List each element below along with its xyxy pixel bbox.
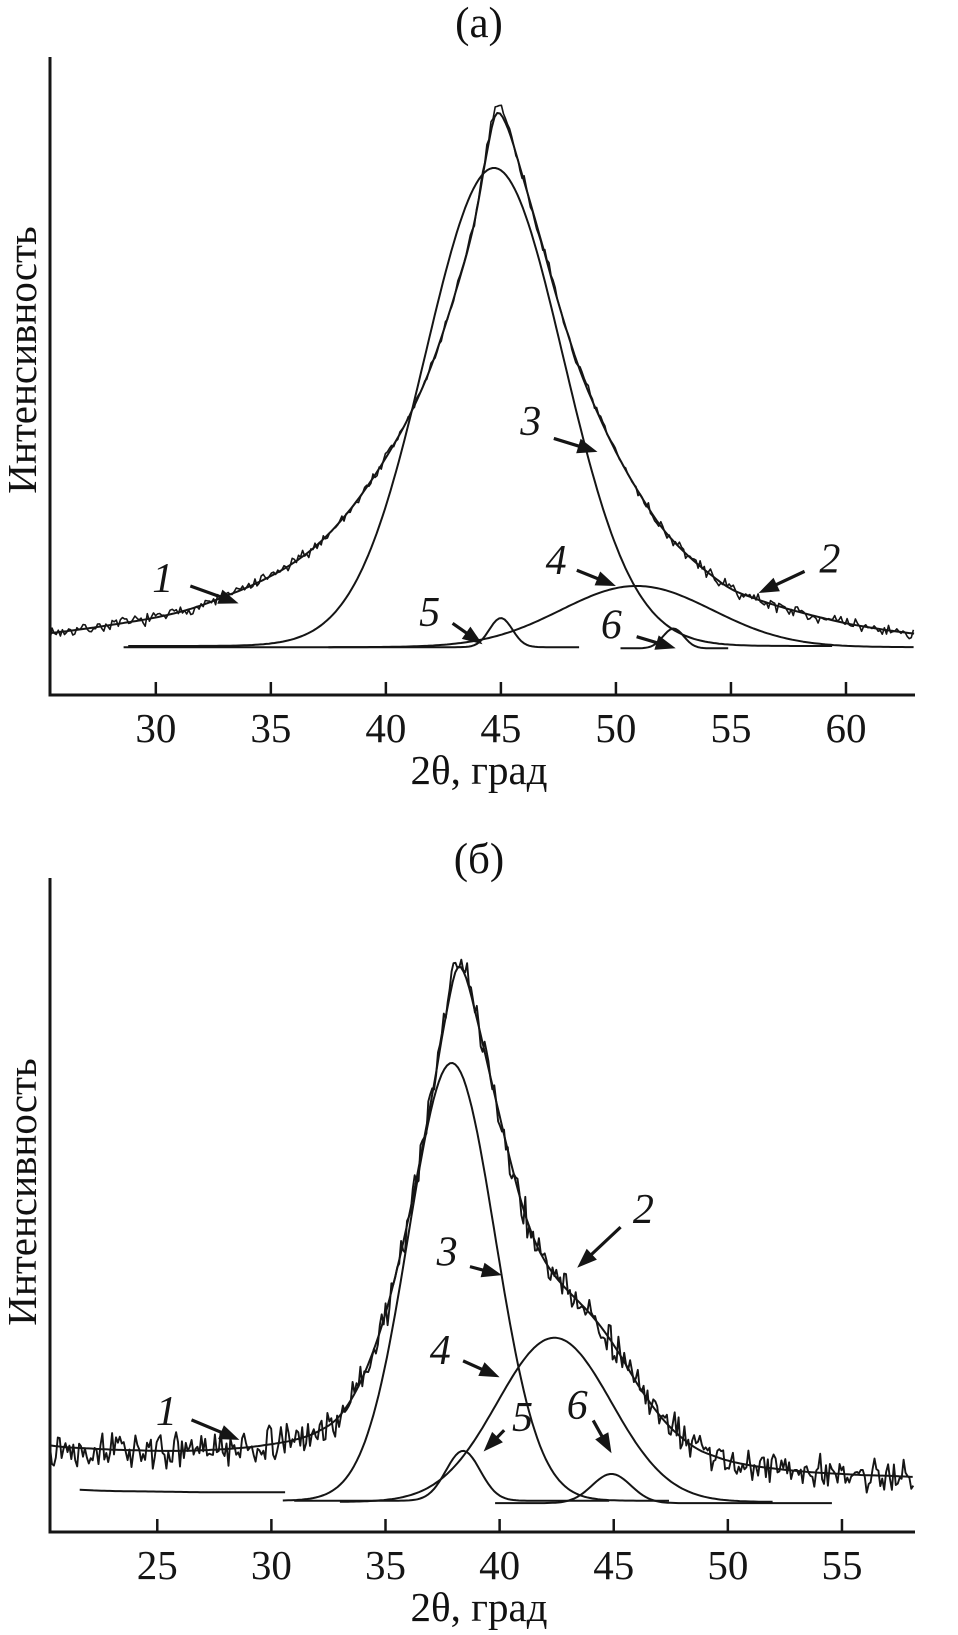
arrow-head-4 [594, 571, 616, 586]
arrow-head-6 [654, 635, 676, 650]
curve-label-6: 6 [601, 603, 622, 649]
panel-a-title: (а) [455, 0, 503, 47]
panel-a-y-axis-label: Интенсивность [0, 226, 45, 494]
component-6-curve [495, 1473, 832, 1505]
panel-b-axes [48, 878, 915, 1534]
component-3-curve [282, 1062, 669, 1502]
arrow-head-4 [478, 1362, 500, 1378]
arrow-head-2 [758, 577, 780, 593]
x-tick-label: 25 [137, 1542, 178, 1588]
x-tick-label: 55 [821, 1542, 862, 1588]
curve-label-4: 4 [430, 1328, 451, 1374]
curve-label-2: 2 [819, 537, 840, 583]
component-6-curve [620, 627, 729, 650]
curve-label-3: 3 [436, 1230, 458, 1276]
curve-label-3: 3 [519, 399, 541, 445]
x-tick-label: 60 [825, 705, 866, 751]
component-4-curve [339, 1336, 773, 1503]
x-tick-label: 40 [479, 1542, 520, 1588]
curve-label-4: 4 [546, 538, 567, 584]
experimental-curve [49, 958, 915, 1494]
x-tick-label: 30 [135, 705, 176, 751]
x-tick-label: 55 [710, 705, 751, 751]
x-tick-label: 45 [480, 705, 521, 751]
x-tick-label: 30 [251, 1542, 292, 1588]
curve-label-5: 5 [512, 1395, 533, 1441]
x-tick-label: 35 [365, 1542, 406, 1588]
arrow-head-6 [595, 1432, 612, 1454]
fit-envelope-curve [49, 966, 913, 1478]
baseline-left-curve [79, 1488, 286, 1494]
fit-envelope-curve [49, 112, 915, 635]
x-tick-label: 50 [707, 1542, 748, 1588]
arrow-head-5 [461, 626, 483, 645]
panel-b-y-axis-label: Интенсивность [0, 1058, 45, 1326]
curve-label-2: 2 [633, 1187, 654, 1233]
component-4-curve [328, 585, 914, 649]
x-tick-label: 45 [593, 1542, 634, 1588]
arrow-head-2 [577, 1248, 597, 1268]
x-tick-label: 50 [595, 705, 636, 751]
panel-b-title: (б) [453, 836, 505, 883]
curve-label-6: 6 [567, 1383, 588, 1429]
curve-label-1: 1 [152, 556, 173, 602]
arrow-head-5 [483, 1431, 503, 1452]
curve-label-5: 5 [419, 590, 440, 636]
component-5-curve [294, 1449, 610, 1502]
arrow-head-1 [218, 1425, 240, 1440]
panel-b-x-axis-label: 2θ, град [410, 1584, 548, 1630]
component-3-curve [128, 167, 833, 647]
x-tick-label: 40 [365, 705, 406, 751]
arrow-head-1 [217, 589, 239, 604]
arrow-head-3 [576, 438, 598, 454]
component-5-curve [123, 617, 580, 649]
curve-label-1: 1 [156, 1389, 177, 1435]
panel-a-x-axis-label: 2θ, град [410, 747, 548, 793]
panel-a-axes [48, 57, 915, 697]
arrow-head-3 [480, 1262, 502, 1278]
x-tick-label: 35 [250, 705, 291, 751]
